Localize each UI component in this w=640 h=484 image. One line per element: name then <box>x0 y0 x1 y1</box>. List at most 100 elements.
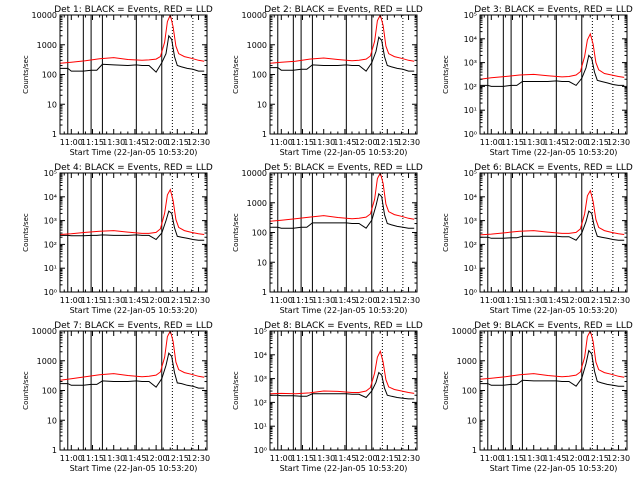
y-tick-label: 1 <box>262 130 267 139</box>
detector-panel-6: Det 6: BLACK = Events, RED = LLD 10⁰ 10¹ 10… <box>442 163 633 315</box>
series-line-lld <box>270 349 415 395</box>
plot-frame <box>269 172 418 293</box>
y-axis-label: Counts/sec <box>442 371 450 410</box>
x-tick-label: 11:45 <box>543 296 566 305</box>
x-tick-label: 11:45 <box>123 138 146 147</box>
series-line-events <box>480 349 625 387</box>
x-axis-label: Start Time (22-Jan-05 10:53:20) <box>280 306 408 315</box>
y-tick-label: 10000 <box>32 327 57 336</box>
x-tick-label: 12:30 <box>187 454 210 463</box>
y-tick-label: 1000 <box>247 199 267 208</box>
y-axis-label: Counts/sec <box>22 55 30 94</box>
y-tick-label: 100 <box>42 387 57 396</box>
x-axis-label: Start Time (22-Jan-05 10:53:20) <box>280 464 408 473</box>
y-tick-label: 10² <box>254 398 267 407</box>
x-tick-label: 11:00 <box>270 454 293 463</box>
plot-frame <box>479 14 628 135</box>
y-tick-label: 10⁴ <box>464 193 477 202</box>
x-tick-label: 11:45 <box>123 454 146 463</box>
y-tick-label: 10000 <box>242 11 267 20</box>
x-tick-label: 11:45 <box>333 296 356 305</box>
x-tick-label: 11:45 <box>543 138 566 147</box>
x-tick-label: 11:00 <box>270 296 293 305</box>
x-tick-label: 11:15 <box>501 296 524 305</box>
y-tick-label: 100 <box>252 229 267 238</box>
x-tick-label: 11:00 <box>480 138 503 147</box>
y-tick-label: 10⁰ <box>464 288 477 297</box>
y-tick-label: 10² <box>464 240 477 249</box>
x-tick-label: 11:15 <box>501 454 524 463</box>
y-axis-label: Counts/sec <box>232 371 240 410</box>
plot-frame <box>269 14 418 135</box>
x-tick-label: 12:00 <box>355 138 378 147</box>
y-tick-label: 10 <box>257 100 267 109</box>
x-tick-label: 11:30 <box>312 454 335 463</box>
y-tick-label: 10⁵ <box>44 169 57 178</box>
series-line-lld <box>480 331 625 380</box>
panel-title: Det 6: BLACK = Events, RED = LLD <box>474 163 633 173</box>
y-tick-label: 1 <box>52 446 57 455</box>
y-tick-label: 10² <box>44 240 57 249</box>
x-tick-label: 11:45 <box>333 138 356 147</box>
x-tick-label: 11:00 <box>60 138 83 147</box>
x-tick-label: 11:15 <box>81 138 104 147</box>
x-tick-label: 12:30 <box>607 454 630 463</box>
x-tick-label: 12:00 <box>355 296 378 305</box>
x-tick-label: 12:30 <box>397 454 420 463</box>
plot-frame <box>59 14 208 135</box>
y-tick-label: 1000 <box>37 357 57 366</box>
panel-title: Det 9: BLACK = Events, RED = LLD <box>474 321 633 331</box>
series-line-events <box>270 371 415 400</box>
x-tick-label: 12:30 <box>397 138 420 147</box>
series-line-lld <box>480 189 625 236</box>
x-tick-label: 12:15 <box>376 138 399 147</box>
series-line-lld <box>60 15 205 64</box>
panel-title: Det 1: BLACK = Events, RED = LLD <box>54 5 213 15</box>
y-axis-label: Counts/sec <box>442 55 450 94</box>
y-tick-label: 100 <box>42 71 57 80</box>
x-tick-label: 12:30 <box>607 296 630 305</box>
y-tick-label: 1000 <box>247 41 267 50</box>
x-tick-label: 11:45 <box>543 454 566 463</box>
x-tick-label: 12:15 <box>166 138 189 147</box>
x-tick-label: 12:00 <box>145 454 168 463</box>
x-tick-label: 11:30 <box>522 138 545 147</box>
x-tick-label: 11:15 <box>81 296 104 305</box>
detector-panel-5: Det 5: BLACK = Events, RED = LLD 1 10 100 10… <box>232 163 423 315</box>
x-axis-label: Start Time (22-Jan-05 10:53:20) <box>70 148 198 157</box>
y-tick-label: 1 <box>262 288 267 297</box>
x-tick-label: 12:15 <box>376 454 399 463</box>
x-tick-label: 11:00 <box>60 296 83 305</box>
y-tick-label: 10000 <box>452 327 477 336</box>
x-tick-label: 12:00 <box>355 454 378 463</box>
x-tick-label: 12:30 <box>187 296 210 305</box>
x-tick-label: 11:30 <box>102 138 125 147</box>
y-tick-label: 1000 <box>457 357 477 366</box>
x-tick-label: 11:15 <box>291 138 314 147</box>
series-line-events <box>60 34 205 73</box>
y-tick-label: 10¹ <box>254 422 267 431</box>
y-tick-label: 10⁴ <box>44 193 57 202</box>
series-line-lld <box>480 32 625 80</box>
y-tick-label: 10⁴ <box>254 351 267 360</box>
x-axis-label: Start Time (22-Jan-05 10:53:20) <box>490 306 618 315</box>
y-tick-label: 10³ <box>464 59 477 68</box>
y-tick-label: 10¹ <box>464 106 477 115</box>
x-tick-label: 11:00 <box>480 296 503 305</box>
y-tick-label: 1000 <box>37 41 57 50</box>
detector-panel-7: Det 7: BLACK = Events, RED = LLD 1 10 100 10… <box>22 321 213 473</box>
x-axis-label: Start Time (22-Jan-05 10:53:20) <box>490 464 618 473</box>
detector-panel-8: Det 8: BLACK = Events, RED = LLD 10⁰ 10¹ 10… <box>232 321 423 473</box>
detector-panel-9: Det 9: BLACK = Events, RED = LLD 1 10 100 10… <box>442 321 633 473</box>
y-tick-label: 10⁰ <box>44 288 57 297</box>
y-tick-label: 10³ <box>464 217 477 226</box>
detector-panel-4: Det 4: BLACK = Events, RED = LLD 10⁰ 10¹ 10… <box>22 163 213 315</box>
series-line-events <box>480 210 625 241</box>
x-tick-label: 11:15 <box>501 138 524 147</box>
panel-title: Det 7: BLACK = Events, RED = LLD <box>54 321 213 331</box>
x-tick-label: 11:30 <box>102 454 125 463</box>
y-tick-label: 10000 <box>32 11 57 20</box>
x-axis-label: Start Time (22-Jan-05 10:53:20) <box>490 148 618 157</box>
y-tick-label: 10¹ <box>464 264 477 273</box>
